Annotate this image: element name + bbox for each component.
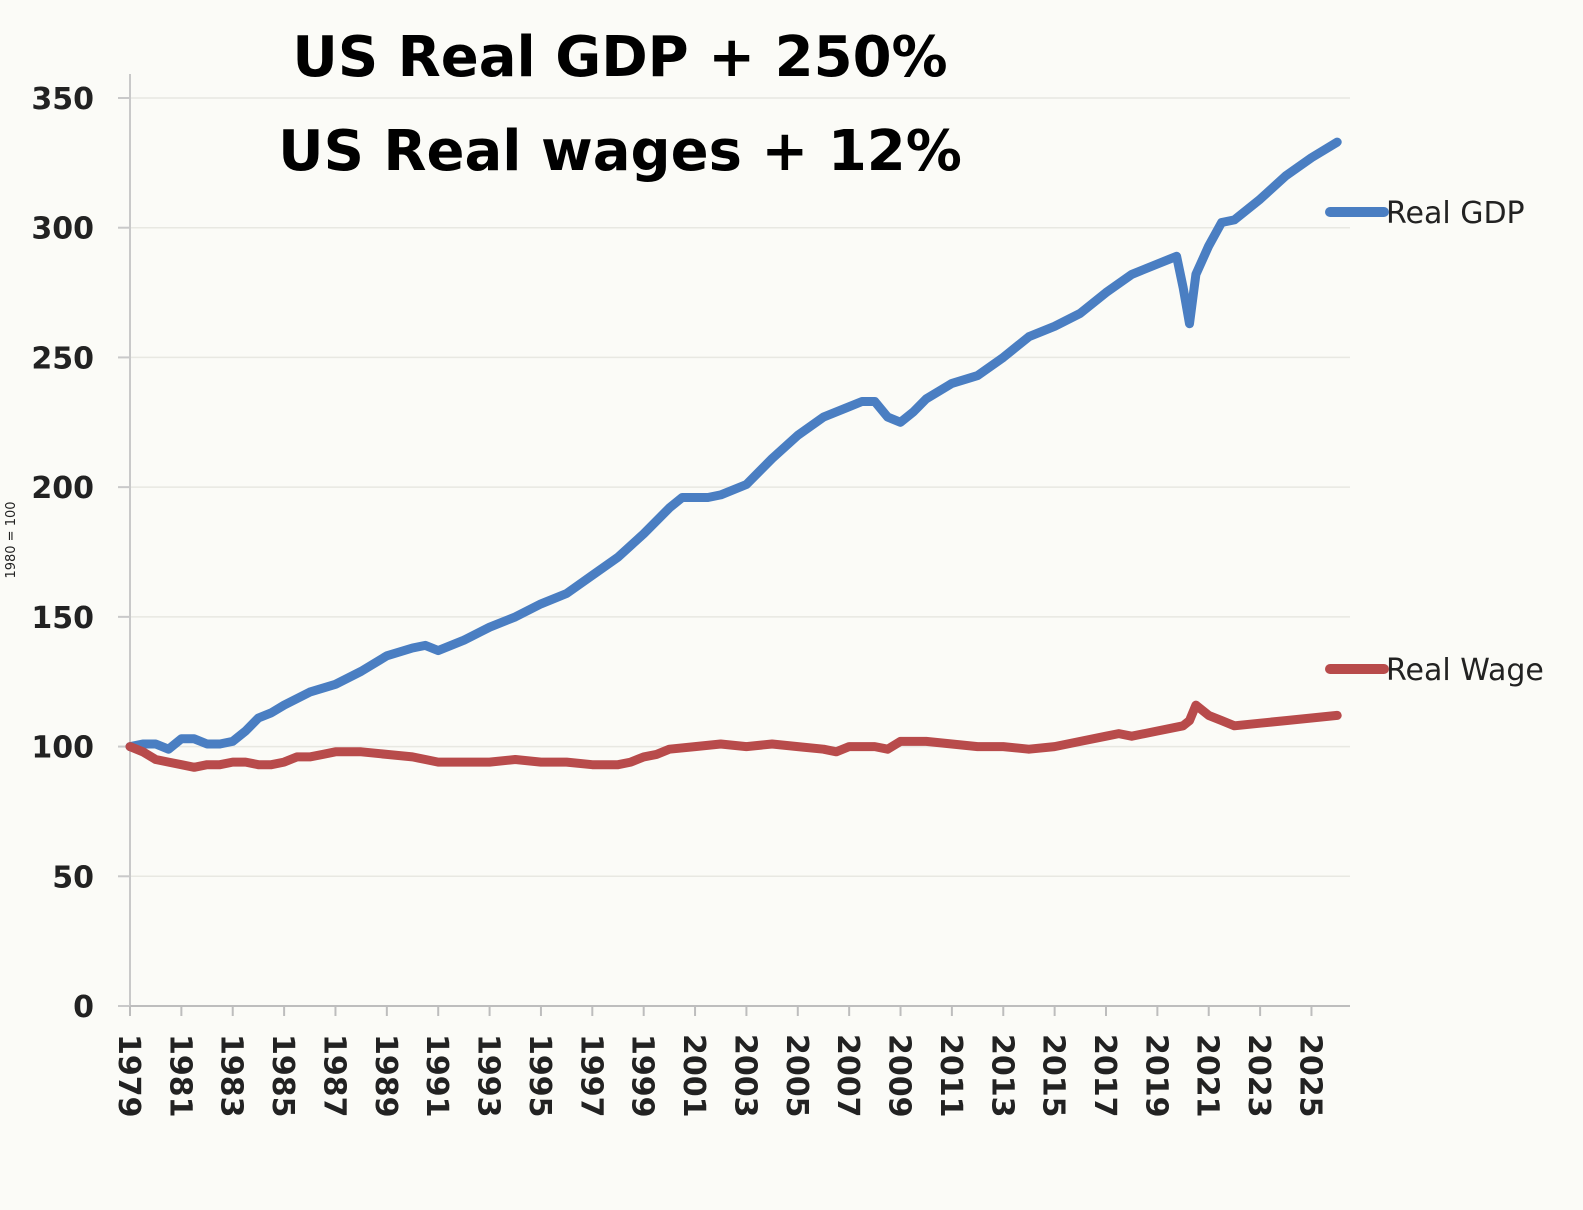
x-tick-label: 1991 bbox=[419, 1034, 454, 1118]
chart-title-line-2: US Real wages + 12% bbox=[278, 119, 962, 184]
axes bbox=[129, 74, 1350, 1007]
x-tick-label: 2025 bbox=[1292, 1034, 1327, 1118]
series-line-real-gdp bbox=[125, 137, 1342, 754]
x-tick-label: 2003 bbox=[727, 1034, 762, 1118]
grid-lines bbox=[118, 97, 1350, 1016]
x-tick-label: 2009 bbox=[882, 1034, 917, 1118]
x-tick-label: 2001 bbox=[676, 1034, 711, 1118]
x-tick-label: 2013 bbox=[984, 1034, 1019, 1118]
y-axis-label: 1980 = 100 bbox=[4, 501, 19, 578]
y-tick-labels: 0 50 100 150 200 250 300 350 bbox=[31, 82, 94, 1025]
chart-title-line-1: US Real GDP + 250% bbox=[292, 25, 947, 90]
x-tick-label: 2017 bbox=[1087, 1034, 1122, 1118]
y-tick-label: 350 bbox=[31, 82, 94, 117]
x-tick-label: 2011 bbox=[933, 1034, 968, 1118]
y-tick-label: 300 bbox=[31, 212, 94, 247]
legend-label: Real GDP bbox=[1386, 196, 1525, 231]
x-tick-label: 2015 bbox=[1036, 1034, 1071, 1118]
x-tick-label: 1987 bbox=[316, 1034, 351, 1118]
x-tick-label: 1995 bbox=[522, 1034, 557, 1118]
y-tick-label: 200 bbox=[31, 471, 94, 506]
x-tick-label: 1981 bbox=[162, 1034, 197, 1118]
x-tick-label: 2019 bbox=[1138, 1034, 1173, 1118]
x-tick-label: 1989 bbox=[368, 1034, 403, 1118]
x-tick-label: 1979 bbox=[111, 1034, 146, 1118]
x-tick-label: 1997 bbox=[573, 1034, 608, 1118]
y-tick-label: 150 bbox=[31, 601, 94, 636]
y-tick-label: 0 bbox=[73, 990, 94, 1025]
x-tick-label: 1985 bbox=[265, 1034, 300, 1118]
series-line-real-wage bbox=[125, 700, 1342, 772]
x-tick-label: 2021 bbox=[1190, 1034, 1225, 1118]
x-tick-label: 1993 bbox=[471, 1034, 506, 1118]
x-tick-label: 2005 bbox=[779, 1034, 814, 1118]
x-tick-labels: 1979 1981 1983 1985 1987 1989 1991 1993 1995 1997… bbox=[111, 1034, 1327, 1118]
series-lines bbox=[125, 137, 1342, 772]
y-tick-label: 100 bbox=[31, 731, 94, 766]
x-tick-label: 2023 bbox=[1241, 1034, 1276, 1118]
x-tick-label: 1999 bbox=[625, 1034, 660, 1118]
legend-label: Real Wage bbox=[1386, 653, 1544, 688]
legend: Real GDP Real Wage bbox=[1325, 196, 1544, 688]
y-tick-label: 50 bbox=[52, 860, 94, 895]
x-tick-label: 1983 bbox=[214, 1034, 249, 1118]
x-tick-label: 2007 bbox=[830, 1034, 865, 1118]
y-tick-label: 250 bbox=[31, 341, 94, 376]
